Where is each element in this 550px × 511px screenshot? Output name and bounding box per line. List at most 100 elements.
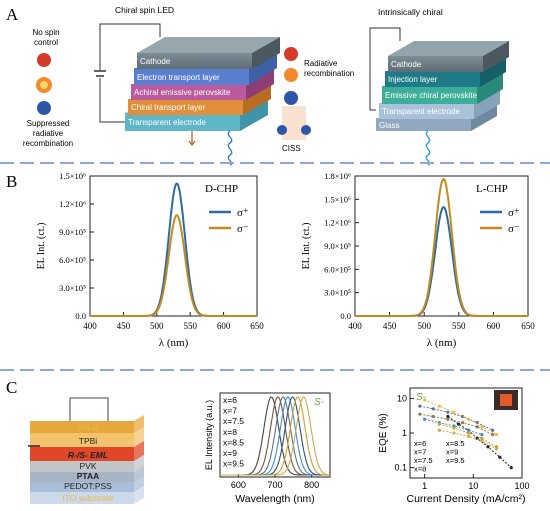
ciss-label: CISS [282, 144, 301, 153]
layer-side [249, 52, 277, 85]
stack-label: R-/S- EML [68, 450, 108, 460]
panel-c-letter: C [6, 378, 17, 397]
x-tick-label: 550 [452, 321, 466, 331]
suppressed-label: radiative [33, 129, 64, 138]
layer-electron-transport [134, 68, 249, 85]
layer-glass [376, 118, 471, 131]
data-point [452, 431, 456, 435]
hole-icon [284, 91, 298, 105]
data-point [494, 447, 499, 451]
y-tick-label: 0.0 [75, 311, 86, 321]
x-tick-label: 500 [417, 321, 431, 331]
stack-layer [30, 472, 134, 482]
x-tick-label: 500 [150, 321, 164, 331]
intrinsic-title: Intrinsically chiral [378, 7, 443, 17]
device-photo-emission [500, 394, 512, 406]
suppressed-label: Suppressed [27, 119, 70, 128]
hole-icon [277, 125, 287, 135]
layer-top-face [137, 37, 280, 53]
data-point [460, 420, 465, 425]
chart-title: L-CHP [476, 183, 508, 195]
series-line [424, 418, 483, 436]
y-tick-label: 0.1 [394, 463, 407, 473]
layer-chiral-transport [128, 99, 243, 115]
stack-layer [30, 492, 134, 504]
chiral-led-title: Chiral spin LED [115, 5, 174, 15]
stack-layer [30, 421, 134, 433]
layer-label-electrode: Transparent electrode [382, 107, 461, 116]
y-tick-label: 9.0×10⁵ [59, 227, 86, 237]
x-axis-label: λ (nm) [427, 337, 457, 349]
layer-side [252, 37, 280, 69]
data-point [457, 422, 461, 426]
data-point [452, 410, 456, 414]
layer-emissive-chiral [382, 86, 477, 104]
data-point [446, 410, 450, 414]
y-tick-label: 1.2×10⁶ [324, 218, 351, 228]
layer-injection [385, 71, 480, 87]
data-point [418, 404, 422, 408]
data-point [491, 432, 495, 437]
legend-label: x=9.5 [223, 459, 244, 469]
x-tick-label: 550 [183, 321, 197, 331]
data-point [480, 436, 484, 440]
legend-label: x=8.5 [446, 439, 465, 448]
data-point [431, 407, 435, 411]
series-line-sigma-plus [355, 205, 528, 317]
data-point [437, 422, 441, 426]
data-point [467, 431, 471, 435]
circuit-wire [99, 78, 125, 123]
series-line [439, 423, 497, 448]
series-line [419, 405, 493, 431]
series-line [424, 399, 497, 436]
x-tick-label: 700 [267, 480, 282, 490]
legend-label: x=6 [223, 395, 237, 405]
series-line [419, 413, 493, 436]
y-tick-label: 3.0×10⁵ [324, 288, 351, 298]
y-tick-label: 10 [397, 393, 407, 403]
intrinsically-chiral-device: Cathode Injection layer Emissive chiral … [369, 27, 509, 166]
hole-icon [301, 125, 311, 135]
circuit-wire [99, 23, 161, 70]
x-tick-label: 650 [250, 321, 264, 331]
arrow-down-icon [188, 131, 196, 147]
legend-label: x=8.5 [223, 437, 244, 447]
stack-layer-side [134, 441, 144, 461]
stack-layer [30, 482, 134, 492]
stack-layer-side [134, 427, 144, 447]
chart-title: S- [314, 397, 325, 408]
data-point [467, 428, 471, 432]
circuit-wire [69, 397, 109, 421]
legend-label: x=9 [446, 448, 458, 457]
x-tick-label: 100 [514, 481, 529, 491]
x-axis-label: Current Density (mA/cm²) [406, 493, 525, 505]
data-point [431, 414, 435, 419]
stack-label: TPBi [79, 436, 98, 446]
chart-l-chp: 400 450 500 550 600 650 0.0 3.0×10⁵ 6.0×10⁵ 9.0×1… [301, 171, 535, 349]
stack-layer-side [134, 476, 144, 492]
x-tick-label: 10 [468, 481, 478, 491]
circular-light-icon [227, 130, 233, 166]
layer-cathode [388, 56, 483, 72]
layer-transparent-electrode [125, 113, 240, 131]
burst-icon [284, 68, 298, 82]
series-line-sigma-minus [355, 177, 528, 317]
data-point [494, 432, 499, 437]
stack-label: PTAA [77, 471, 100, 481]
plot-frame [354, 175, 529, 317]
radiative-label: Radiative [304, 59, 338, 68]
y-axis-label: EQE (%) [378, 413, 389, 452]
suppressed-label: recombination [23, 139, 73, 148]
x-tick-label: 600 [231, 480, 246, 490]
layer-side [240, 97, 268, 131]
panel-a: A Cathode Electron transport layer Achir… [6, 5, 509, 166]
data-point [480, 425, 484, 429]
stack-layer [30, 447, 134, 461]
y-tick-label: 6.0×10⁵ [324, 264, 351, 274]
data-point [486, 445, 490, 449]
data-point [437, 404, 441, 408]
data-point [491, 428, 495, 432]
layer-label-etl: Electron transport layer [137, 73, 220, 82]
